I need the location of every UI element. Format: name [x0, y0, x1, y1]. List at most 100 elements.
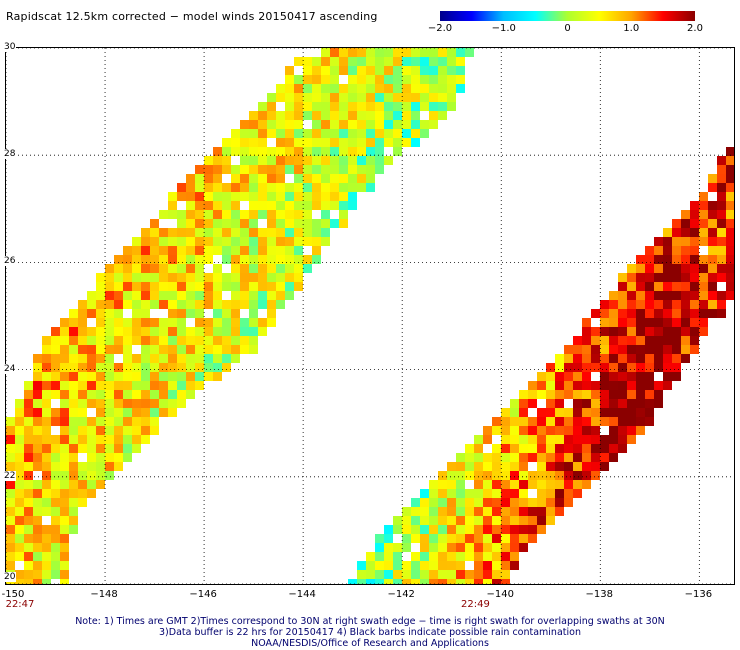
wind-cell [402, 111, 411, 120]
wind-cell [78, 444, 87, 453]
wind-cell [681, 300, 690, 309]
wind-cell [402, 570, 411, 579]
wind-cell [69, 498, 78, 507]
wind-cell [447, 93, 456, 102]
wind-cell [231, 282, 240, 291]
wind-cell [618, 408, 627, 417]
wind-cell [60, 417, 69, 426]
wind-cell [51, 327, 60, 336]
wind-cell [249, 138, 258, 147]
wind-cell [168, 228, 177, 237]
wind-cell [420, 129, 429, 138]
wind-cell [330, 147, 339, 156]
wind-cell [195, 201, 204, 210]
wind-cell [528, 534, 537, 543]
wind-cell [123, 453, 132, 462]
wind-cell [42, 408, 51, 417]
wind-cell [168, 273, 177, 282]
wind-cell [285, 183, 294, 192]
wind-cell [123, 354, 132, 363]
wind-cell [429, 480, 438, 489]
wind-cell [672, 318, 681, 327]
wind-cell [546, 390, 555, 399]
wind-cell [276, 201, 285, 210]
wind-cell [33, 507, 42, 516]
wind-cell [717, 309, 726, 318]
wind-cell [654, 354, 663, 363]
wind-cell [591, 363, 600, 372]
wind-cell [681, 291, 690, 300]
wind-cell [114, 417, 123, 426]
wind-cell [672, 309, 681, 318]
wind-cell [618, 363, 627, 372]
wind-cell [186, 381, 195, 390]
wind-cell [78, 462, 87, 471]
wind-cell [681, 318, 690, 327]
wind-cell [600, 372, 609, 381]
wind-cell [105, 318, 114, 327]
wind-cell [150, 372, 159, 381]
wind-cell [285, 66, 294, 75]
wind-cell [654, 381, 663, 390]
wind-cell [114, 345, 123, 354]
wind-cell [375, 534, 384, 543]
wind-cell [294, 84, 303, 93]
wind-cell [582, 462, 591, 471]
wind-cell [294, 174, 303, 183]
wind-cell [510, 552, 519, 561]
wind-cell [429, 507, 438, 516]
wind-cell [141, 363, 150, 372]
wind-cell [132, 354, 141, 363]
wind-cell [114, 426, 123, 435]
wind-cell [366, 48, 375, 57]
wind-cell [105, 399, 114, 408]
wind-cell [573, 363, 582, 372]
wind-cell [330, 129, 339, 138]
wind-cell [204, 174, 213, 183]
wind-cell [663, 354, 672, 363]
wind-cell [708, 237, 717, 246]
wind-cell [663, 363, 672, 372]
wind-cell [249, 129, 258, 138]
wind-cell [375, 102, 384, 111]
wind-cell [420, 57, 429, 66]
wind-cell [141, 408, 150, 417]
wind-cell [159, 345, 168, 354]
wind-cell [33, 372, 42, 381]
wind-cell [24, 471, 33, 480]
wind-cell [42, 372, 51, 381]
wind-cell [51, 471, 60, 480]
wind-cell [546, 444, 555, 453]
wind-cell [438, 543, 447, 552]
colorbar [440, 11, 695, 21]
wind-cell [285, 129, 294, 138]
wind-cell [141, 372, 150, 381]
wind-cell [60, 354, 69, 363]
wind-cell [681, 237, 690, 246]
wind-cell [240, 210, 249, 219]
wind-cell [375, 147, 384, 156]
wind-cell [339, 138, 348, 147]
wind-cell [303, 138, 312, 147]
wind-cell [636, 291, 645, 300]
wind-cell [357, 147, 366, 156]
wind-cell [654, 318, 663, 327]
wind-cell [663, 255, 672, 264]
wind-cell [132, 372, 141, 381]
wind-cell [204, 354, 213, 363]
wind-cell [546, 408, 555, 417]
wind-cell [717, 210, 726, 219]
wind-cell [303, 129, 312, 138]
wind-cell [6, 426, 15, 435]
wind-cell [267, 120, 276, 129]
wind-cell [159, 273, 168, 282]
wind-cell [321, 192, 330, 201]
wind-cell [384, 579, 393, 584]
wind-cell [258, 174, 267, 183]
wind-cell [150, 399, 159, 408]
wind-cell [177, 345, 186, 354]
wind-cell [573, 372, 582, 381]
wind-cell [177, 228, 186, 237]
wind-cell [582, 363, 591, 372]
wind-cell [582, 435, 591, 444]
